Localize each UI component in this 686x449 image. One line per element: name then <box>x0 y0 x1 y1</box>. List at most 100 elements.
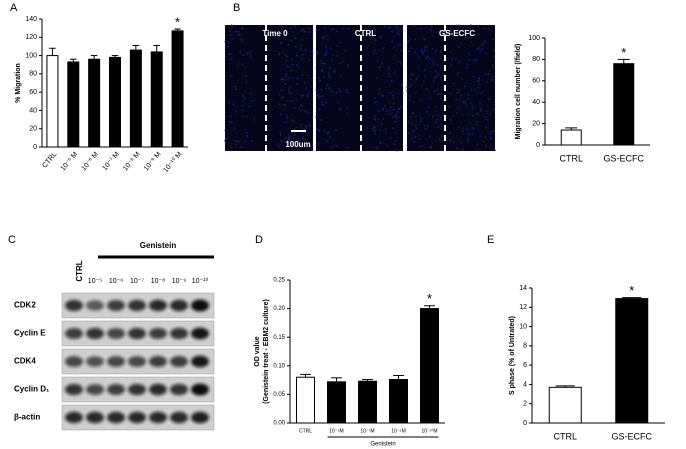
cell <box>477 47 480 50</box>
cell <box>284 83 287 85</box>
cell <box>319 95 322 98</box>
cell <box>303 81 306 84</box>
cell <box>389 75 392 78</box>
cell <box>229 53 232 55</box>
cell <box>300 123 303 126</box>
cell <box>413 140 416 143</box>
scale-bar-label: 100um <box>285 140 310 149</box>
y-tick-label: 0.25 <box>273 278 285 284</box>
y-tick-label: 12 <box>519 304 527 311</box>
cell <box>392 47 395 49</box>
cell <box>385 132 388 134</box>
cell <box>279 42 282 45</box>
x-tick-label: 10⁻¹⁰ M <box>162 150 184 174</box>
cell <box>400 62 402 65</box>
bar <box>420 308 439 424</box>
cell <box>375 101 378 103</box>
lane-label: 10⁻⁸ <box>151 278 165 285</box>
cell <box>482 91 485 93</box>
cell <box>374 97 377 99</box>
cell <box>228 29 231 32</box>
cell <box>410 122 413 125</box>
cell <box>241 104 244 107</box>
cell <box>333 69 336 72</box>
control-label: CTRL <box>75 260 84 281</box>
bar <box>613 63 635 146</box>
panel-label: C <box>8 234 16 246</box>
cell <box>304 138 307 141</box>
cell <box>315 116 317 119</box>
cell <box>400 84 403 86</box>
cell <box>489 69 491 72</box>
cell <box>306 133 309 136</box>
micrograph <box>316 25 403 151</box>
cell <box>325 49 328 52</box>
cell <box>324 87 327 90</box>
cell <box>316 52 319 55</box>
cell <box>224 24 227 27</box>
cell <box>315 67 318 70</box>
cell <box>428 135 431 137</box>
cell <box>450 64 453 67</box>
cell <box>279 133 282 136</box>
cell <box>231 25 234 28</box>
blot-band <box>65 383 83 396</box>
cell <box>430 29 432 32</box>
cell <box>392 127 395 130</box>
blot-band <box>128 356 146 367</box>
cell <box>380 122 383 125</box>
cell <box>374 132 377 135</box>
cell <box>481 43 484 46</box>
protein-label: CDK2 <box>14 301 36 310</box>
cell <box>231 37 233 40</box>
cell <box>324 62 326 65</box>
bar <box>296 376 315 424</box>
cell <box>480 92 482 95</box>
x-tick-label: 10⁻⁵M <box>329 428 343 434</box>
cell <box>306 74 309 76</box>
cell <box>492 38 495 41</box>
cell <box>432 80 435 83</box>
bar <box>560 129 582 146</box>
cell <box>380 35 383 37</box>
cell <box>253 118 255 121</box>
cell <box>251 99 254 102</box>
cell <box>410 84 413 87</box>
significance-mark: * <box>629 283 634 298</box>
cell <box>237 140 240 143</box>
cell <box>417 68 420 70</box>
cell <box>301 38 304 41</box>
cell <box>449 92 452 95</box>
cell <box>467 137 469 140</box>
cell <box>422 80 425 83</box>
cell <box>417 64 420 67</box>
cell <box>385 110 388 112</box>
cell <box>424 124 426 127</box>
cell <box>461 113 464 116</box>
cell <box>492 66 495 69</box>
cell <box>233 139 236 142</box>
cell <box>301 74 304 77</box>
cell <box>241 63 244 66</box>
cell <box>335 129 337 132</box>
cell <box>427 106 430 109</box>
cell <box>426 125 429 127</box>
blot-band <box>191 383 209 396</box>
micrograph <box>225 25 313 151</box>
cell <box>409 78 412 81</box>
cell <box>346 106 349 109</box>
cell <box>304 49 307 52</box>
cell <box>340 75 342 77</box>
blot-band <box>86 300 104 311</box>
cell <box>453 82 456 85</box>
blot-band <box>191 355 209 368</box>
cell <box>282 96 285 98</box>
blot-band <box>149 383 167 396</box>
cell <box>452 141 455 143</box>
cell <box>426 87 429 90</box>
cell <box>244 75 247 77</box>
cell <box>391 30 394 33</box>
cell <box>250 92 253 95</box>
cell <box>462 130 465 133</box>
cell <box>285 114 288 116</box>
